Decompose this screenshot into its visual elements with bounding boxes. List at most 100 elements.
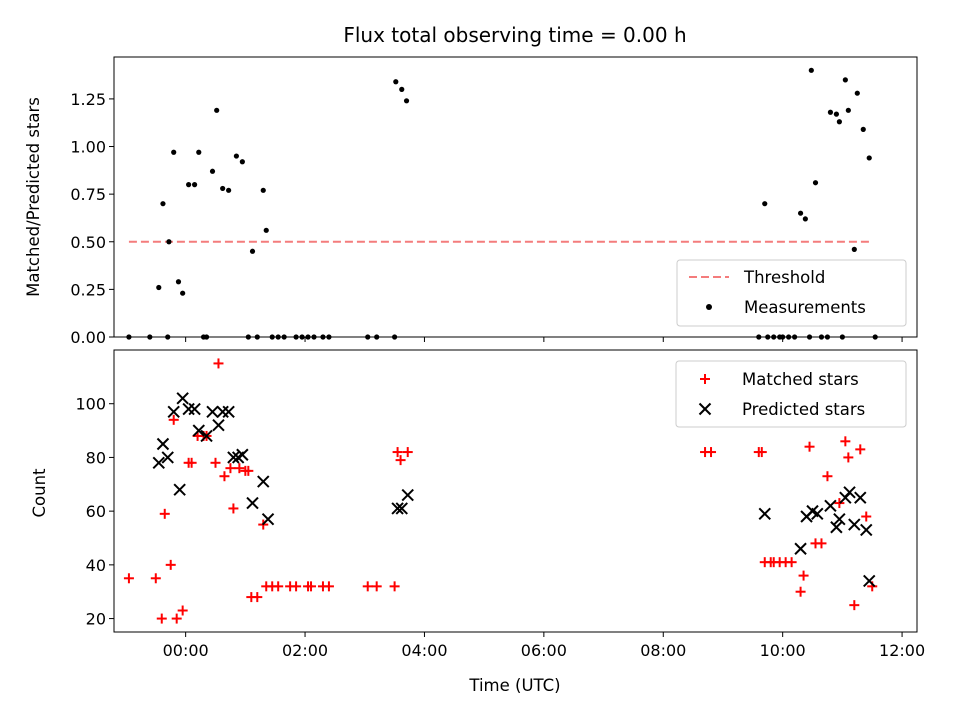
bottom-y-ticks: 20 40 60 80 100 <box>75 395 114 629</box>
measurement-point <box>812 180 819 186</box>
measurement-point <box>260 187 266 193</box>
bottom-x-tick-label: 08:00 <box>640 641 686 660</box>
matched-star-point <box>168 414 179 425</box>
bottom-x-tick-label: 04:00 <box>401 641 447 660</box>
predicted-star-point <box>824 499 837 512</box>
matched-star-point <box>123 573 134 584</box>
measurement-point <box>802 216 808 222</box>
matched-star-point <box>210 457 221 468</box>
matched-star-point <box>706 447 717 458</box>
predicted-star-point <box>395 502 408 515</box>
measurement-point <box>249 248 256 254</box>
predicted-star-point <box>758 507 771 521</box>
matched-star-point <box>159 508 170 519</box>
measurement-point <box>860 126 866 132</box>
bottom-y-tick-label: 40 <box>86 556 106 575</box>
measurement-point <box>263 227 269 233</box>
threshold-legend-label: Threshold <box>743 268 825 287</box>
matched-star-point <box>234 463 245 474</box>
bottom-x-tick-label: 00:00 <box>163 641 209 660</box>
matched-star-point <box>855 444 866 455</box>
predicted-star-point <box>152 456 165 470</box>
predicted-star-point <box>261 512 275 526</box>
predicted-star-point <box>843 486 856 499</box>
top-plot-frame <box>113 56 918 338</box>
matched-star-point <box>861 511 872 522</box>
matched-star-point <box>150 573 161 584</box>
bottom-y-axis-label: Count <box>30 468 49 518</box>
matched-stars-legend-label: Matched stars <box>742 370 859 389</box>
matched-star-point <box>306 581 317 592</box>
predicted-star-point <box>401 488 414 502</box>
matched-star-point <box>213 358 224 369</box>
chart-title: Flux total observing time = 0.00 h <box>343 23 686 47</box>
matched-star-point <box>362 581 373 592</box>
measurement-point <box>393 79 399 85</box>
measurement-point <box>209 168 216 174</box>
matched-star-point <box>840 436 851 447</box>
matched-star-point <box>228 503 239 514</box>
matched-star-point <box>156 613 167 624</box>
matched-star-point <box>756 447 767 458</box>
matched-star-point <box>795 586 806 597</box>
bottom-y-tick-label: 80 <box>86 448 106 467</box>
measurement-point <box>239 159 245 165</box>
matched-star-point <box>225 463 236 474</box>
bottom-x-ticks: 00:00 02:00 04:00 06:00 08:00 10:00 12:00 <box>163 632 925 660</box>
top-legend-box <box>676 259 907 327</box>
predicted-star-point <box>236 448 249 461</box>
measurements-legend-symbol <box>706 304 712 310</box>
measurement-point <box>836 119 842 125</box>
top-y-axis-label: Matched/Predicted stars <box>24 97 43 297</box>
top-y-tick-label: 0.00 <box>70 328 106 347</box>
measurement-point <box>797 210 804 216</box>
bottom-y-tick-label: 100 <box>75 395 106 414</box>
measurement-point <box>191 182 198 188</box>
predicted-star-point <box>830 521 843 534</box>
top-legend: Threshold Measurements <box>676 259 907 327</box>
predicted-star-point <box>854 491 867 504</box>
top-y-tick-label: 1.25 <box>70 90 106 109</box>
measurement-point <box>166 239 172 245</box>
predicted-star-point <box>176 392 189 405</box>
matched-stars-layer <box>123 358 878 624</box>
measurement-point <box>399 86 405 92</box>
predicted-star-point <box>212 418 225 432</box>
bottom-y-tick-label: 60 <box>86 502 106 521</box>
bottom-legend-box <box>675 360 907 428</box>
measurement-point <box>186 182 192 188</box>
predicted-star-point <box>161 451 174 464</box>
top-panel: Flux total observing time = 0.00 h Match… <box>24 23 918 347</box>
matched-star-point <box>371 581 382 592</box>
predicted-stars-legend-label: Predicted stars <box>742 400 865 419</box>
predicted-star-point <box>246 496 259 510</box>
matched-stars-legend-symbol <box>700 374 710 384</box>
x-axis-label: Time (UTC) <box>468 676 560 695</box>
matched-star-point <box>849 600 860 611</box>
matched-star-point <box>273 581 284 592</box>
predicted-star-point <box>811 507 824 521</box>
predicted-star-point <box>206 405 219 418</box>
measurement-point <box>175 279 182 285</box>
matched-star-point <box>786 557 797 568</box>
matched-star-point <box>219 471 230 482</box>
predicted-star-point <box>156 437 170 451</box>
matched-star-point <box>186 457 197 468</box>
bottom-x-tick-label: 12:00 <box>879 641 925 660</box>
matched-star-point <box>843 452 854 463</box>
predicted-stars-legend-symbol <box>698 402 712 416</box>
measurement-point <box>171 149 177 155</box>
measurement-point <box>156 284 162 291</box>
predicted-star-point <box>200 429 213 443</box>
measurement-point <box>762 201 768 207</box>
top-y-tick-label: 1.00 <box>70 138 106 157</box>
predicted-star-point <box>192 424 205 437</box>
matched-star-point <box>816 538 827 549</box>
predicted-star-point <box>833 512 846 526</box>
measurement-point <box>233 153 239 159</box>
measurement-point <box>854 90 860 96</box>
measurement-point <box>226 187 232 193</box>
predicted-star-point <box>391 502 404 515</box>
measurement-point <box>214 107 220 113</box>
measurement-point <box>842 77 848 83</box>
